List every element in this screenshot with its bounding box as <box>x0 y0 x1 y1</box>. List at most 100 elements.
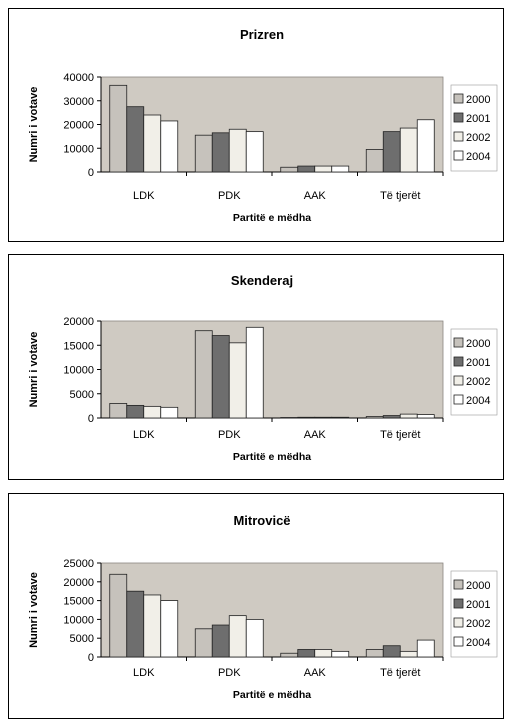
bar-2004-aak <box>331 650 350 658</box>
bar-2004-ldk <box>160 406 179 419</box>
y-axis-label: Numri i votave <box>28 572 40 648</box>
bar-2002-të-tjerët <box>399 650 418 658</box>
bar-2000-të-tjerët <box>365 649 384 658</box>
y-tick-label: 10000 <box>63 614 94 626</box>
legend-label-2000: 2000 <box>466 580 490 592</box>
x-axis-label: Partitë e mëdha <box>233 212 311 224</box>
bar-2001-aak <box>297 165 316 173</box>
chart-title: Mitrovicë <box>233 513 290 528</box>
legend-label-2000: 2000 <box>466 94 490 106</box>
y-axis-label: Numri i votave <box>28 332 40 408</box>
legend-swatch-2002 <box>453 131 464 142</box>
bar-2004-pdk <box>245 131 264 173</box>
x-tick-label: Të tjerët <box>380 429 420 441</box>
y-axis-label: Numri i votave <box>28 87 40 163</box>
bar-2002-ldk <box>143 594 162 658</box>
y-tick-label: 20000 <box>63 577 94 589</box>
legend-swatch-2001 <box>453 598 464 609</box>
bar-2002-aak <box>314 165 333 173</box>
bar-2001-të-tjerët <box>382 645 401 658</box>
bar-2002-aak <box>314 416 333 419</box>
bar-2000-ldk <box>109 403 128 419</box>
bar-2000-të-tjerët <box>365 149 384 173</box>
bar-2004-pdk <box>245 326 264 419</box>
x-tick-label: AAK <box>304 429 327 441</box>
bar-2004-ldk <box>160 120 179 173</box>
chart-panel-prizren: Prizren 0 10000 20000 30000 40000 Numri i vota… <box>8 8 504 242</box>
bar-2001-ldk <box>126 404 145 419</box>
bar-2001-pdk <box>211 624 230 658</box>
bar-2002-të-tjerët <box>399 413 418 419</box>
bar-2002-pdk <box>228 128 247 173</box>
bar-2004-aak <box>331 416 350 419</box>
plot-area <box>100 320 444 419</box>
y-tick-label: 10000 <box>63 143 94 155</box>
bar-2000-ldk <box>109 84 128 173</box>
y-tick-label: 10000 <box>63 365 94 377</box>
bar-2002-ldk <box>143 405 162 419</box>
y-tick-label: 5000 <box>70 389 94 401</box>
x-tick-label: AAK <box>304 190 327 202</box>
bar-2002-aak <box>314 649 333 658</box>
y-tick-label: 25000 <box>63 558 94 570</box>
legend-swatch-2000 <box>453 579 464 590</box>
bar-2004-të-tjerët <box>416 639 435 658</box>
legend-swatch-2001 <box>453 112 464 123</box>
y-tick-label: 15000 <box>63 340 94 352</box>
bar-2004-ldk <box>160 600 179 658</box>
x-tick-label: AAK <box>304 667 327 679</box>
chart-mitrovice: Mitrovicë 0 5000 10000 15000 20000 25000 Numri … <box>28 513 498 701</box>
legend-label-2001: 2001 <box>466 357 490 369</box>
y-tick-label: 0 <box>88 413 94 425</box>
legend-label-2002: 2002 <box>466 618 490 630</box>
bar-2004-të-tjerët <box>416 119 435 173</box>
bar-2004-të-tjerët <box>416 414 435 419</box>
legend-swatch-2002 <box>453 375 464 386</box>
legend-label-2001: 2001 <box>466 113 490 125</box>
y-tick-label: 15000 <box>63 596 94 608</box>
bar-2000-aak <box>280 166 299 173</box>
legend-label-2004: 2004 <box>466 637 490 649</box>
legend-swatch-2004 <box>453 150 464 161</box>
bar-2004-aak <box>331 165 350 173</box>
bar-2001-pdk <box>211 335 230 419</box>
chart-panel-skenderaj: Skenderaj 0 5000 10000 15000 20000 Numri i vot… <box>8 254 504 480</box>
y-tick-label: 20000 <box>63 120 94 132</box>
legend-label-2004: 2004 <box>466 395 490 407</box>
legend-swatch-2000 <box>453 337 464 348</box>
bar-2004-pdk <box>245 619 264 658</box>
y-tick-label: 30000 <box>63 96 94 108</box>
legend-swatch-2001 <box>453 356 464 367</box>
legend-label-2004: 2004 <box>466 151 490 163</box>
legend-swatch-2000 <box>453 93 464 104</box>
y-tick-label: 40000 <box>63 72 94 84</box>
x-tick-label: Të tjerët <box>380 190 420 202</box>
x-axis-label: Partitë e mëdha <box>233 689 311 701</box>
bar-2002-ldk <box>143 114 162 173</box>
x-tick-label: PDK <box>218 667 241 679</box>
x-tick-label: PDK <box>218 190 241 202</box>
bar-2001-aak <box>297 649 316 658</box>
legend-label-2002: 2002 <box>466 132 490 144</box>
bar-2001-pdk <box>211 132 230 173</box>
bar-2000-pdk <box>194 628 213 658</box>
bar-2002-të-tjerët <box>399 127 418 173</box>
bar-2001-të-tjerët <box>382 131 401 173</box>
legend-swatch-2004 <box>453 394 464 405</box>
legend-label-2002: 2002 <box>466 376 490 388</box>
x-tick-label: Të tjerët <box>380 667 420 679</box>
chart-title: Prizren <box>240 27 284 42</box>
bar-2001-ldk <box>126 106 145 173</box>
legend-swatch-2002 <box>453 617 464 628</box>
bar-2000-ldk <box>109 573 128 658</box>
bar-2000-aak <box>280 652 299 658</box>
chart-skenderaj: Skenderaj 0 5000 10000 15000 20000 Numri i vot… <box>28 273 498 463</box>
legend-label-2001: 2001 <box>466 599 490 611</box>
y-tick-label: 5000 <box>70 633 94 645</box>
bar-2000-të-tjerët <box>365 416 384 419</box>
x-axis-label: Partitë e mëdha <box>233 451 311 463</box>
legend-swatch-2004 <box>453 636 464 647</box>
chart-prizren: Prizren 0 10000 20000 30000 40000 Numri i vota… <box>28 27 498 224</box>
chart-title: Skenderaj <box>231 273 293 288</box>
x-tick-label: LDK <box>133 190 155 202</box>
